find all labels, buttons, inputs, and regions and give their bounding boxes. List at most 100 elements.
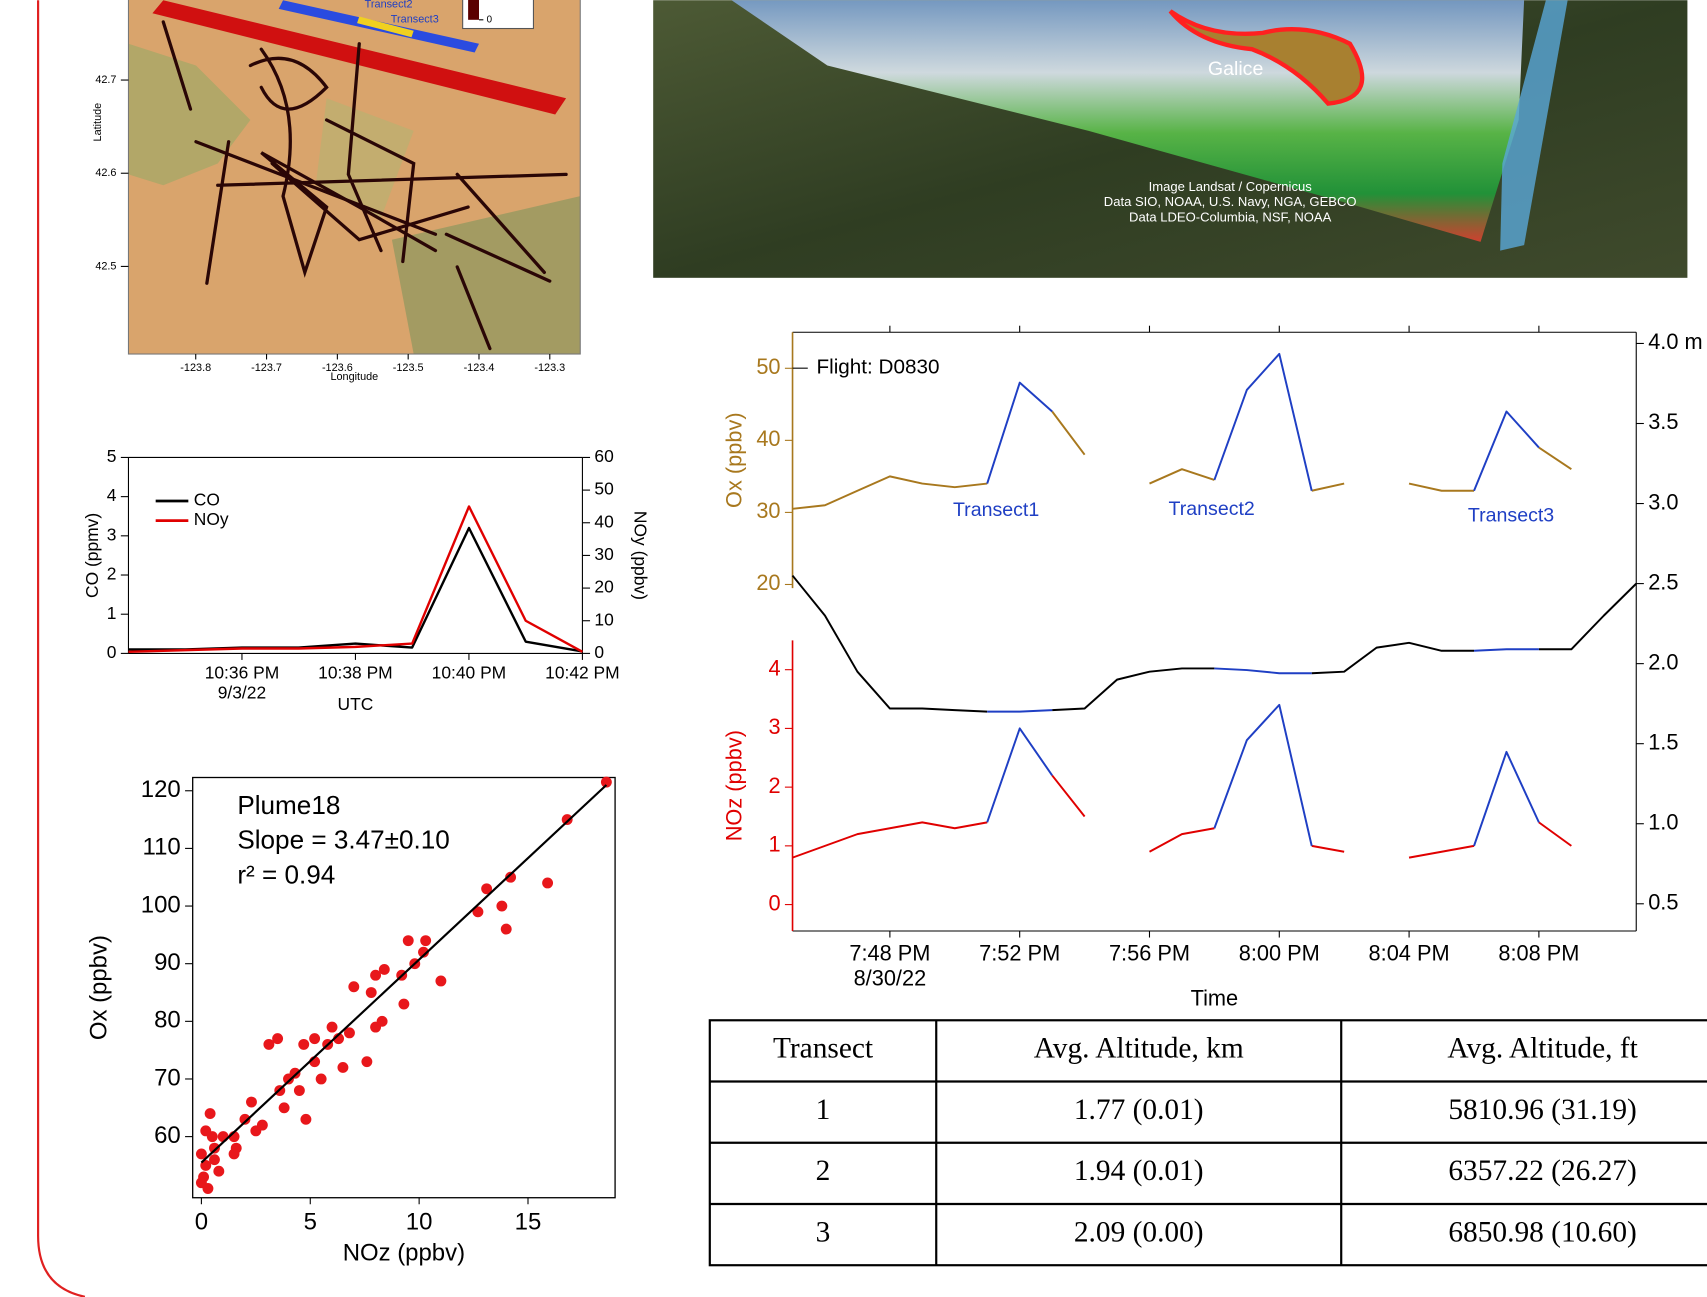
x-tick-label: 8:04 PM bbox=[1369, 941, 1450, 966]
x-axis-label: NOz (ppbv) bbox=[343, 1240, 465, 1267]
x-tick-label: 7:56 PM bbox=[1109, 941, 1190, 966]
colorbar bbox=[468, 0, 479, 20]
point bbox=[209, 1154, 220, 1165]
annotation: Transect3 bbox=[391, 14, 439, 26]
annotation: Plume18 bbox=[237, 790, 340, 820]
table-cell: 1.77 (0.01) bbox=[1074, 1094, 1204, 1126]
data-line bbox=[987, 649, 1539, 711]
y-tick-label: 0.5 bbox=[1648, 890, 1678, 915]
point bbox=[379, 964, 390, 975]
point bbox=[279, 1102, 290, 1113]
point bbox=[213, 1166, 224, 1177]
x-tick-label: 5 bbox=[304, 1209, 317, 1236]
y-tick-label: 20 bbox=[756, 570, 780, 595]
point bbox=[200, 1125, 211, 1136]
data-line bbox=[793, 775, 1637, 857]
point bbox=[377, 1016, 388, 1027]
x-tick-label: 10 bbox=[406, 1209, 433, 1236]
y-tick-label: 0 bbox=[594, 642, 604, 662]
point bbox=[366, 987, 377, 998]
colorbar-label: 0 bbox=[487, 14, 493, 25]
y-tick-label: 60 bbox=[154, 1122, 181, 1149]
y-tick-label: 3.0 bbox=[1648, 489, 1678, 514]
y-tick-label: 30 bbox=[594, 544, 613, 564]
table-cell: 5810.96 (31.19) bbox=[1448, 1094, 1636, 1126]
point bbox=[327, 1022, 338, 1033]
x-tick-label: 0 bbox=[195, 1209, 208, 1236]
page: TransectAvg. Altitude, kmAvg. Altitude, … bbox=[0, 0, 1707, 1297]
photo bbox=[653, 0, 1687, 278]
legend-label: CO bbox=[194, 490, 220, 510]
x-axis-label: Longitude bbox=[330, 371, 378, 383]
y-tick-label: 2.0 bbox=[1648, 649, 1678, 674]
annotation: Transect1 bbox=[953, 499, 1039, 521]
y-tick-label: 4.0 m bbox=[1648, 329, 1702, 354]
y-tick-label: 5 bbox=[107, 446, 117, 466]
table-header: Avg. Altitude, ft bbox=[1447, 1033, 1637, 1065]
x-date-label: 8/30/22 bbox=[854, 966, 927, 991]
point bbox=[348, 981, 359, 992]
x-tick-label: -123.5 bbox=[393, 362, 424, 374]
y-axis-label: Ox (ppbv) bbox=[722, 412, 747, 508]
y-tick-label: 1 bbox=[768, 832, 780, 857]
y-tick-label: 3 bbox=[768, 714, 780, 739]
place-label: Galice bbox=[1208, 58, 1264, 80]
point bbox=[542, 878, 553, 889]
table-header: Avg. Altitude, km bbox=[1034, 1033, 1244, 1065]
x-tick-label: -123.8 bbox=[180, 362, 211, 374]
x-tick-label: 10:36 PM bbox=[205, 662, 280, 682]
y-tick-label: 1.0 bbox=[1648, 809, 1678, 834]
x-tick-label: 7:52 PM bbox=[979, 941, 1060, 966]
point bbox=[337, 1062, 348, 1073]
y-tick-label: 100 bbox=[141, 891, 181, 918]
point bbox=[202, 1183, 213, 1194]
point bbox=[300, 1114, 311, 1125]
table-cell: 6850.98 (10.60) bbox=[1448, 1216, 1636, 1248]
x-tick-label: -123.4 bbox=[464, 362, 495, 374]
x-tick-label: 8:08 PM bbox=[1498, 941, 1579, 966]
y-tick-label: 30 bbox=[756, 498, 780, 523]
y-axis-label: NOz (ppbv) bbox=[722, 730, 747, 841]
y-axis-label: Ox (ppbv) bbox=[85, 935, 112, 1040]
point bbox=[361, 1056, 372, 1067]
point bbox=[272, 1033, 283, 1044]
x-tick-label: -123.3 bbox=[534, 362, 565, 374]
x-tick-label: 15 bbox=[515, 1209, 542, 1236]
data-line bbox=[793, 412, 1637, 509]
y-tick-label: 40 bbox=[756, 426, 780, 451]
point bbox=[403, 935, 414, 946]
y-tick-label: 2 bbox=[768, 773, 780, 798]
x-tick-label: 10:40 PM bbox=[432, 662, 507, 682]
point bbox=[218, 1131, 229, 1142]
x-tick-label: 10:38 PM bbox=[318, 662, 393, 682]
data-line bbox=[987, 705, 1539, 846]
y-tick-label: 1 bbox=[107, 603, 117, 623]
y-tick-label: 50 bbox=[756, 354, 780, 379]
y-tick-label: 60 bbox=[594, 446, 613, 466]
y-tick-label: 2 bbox=[107, 564, 117, 584]
y-tick-label: 42.6 bbox=[95, 167, 116, 179]
table-cell: 6357.22 (26.27) bbox=[1448, 1155, 1636, 1187]
y-tick-label: 3 bbox=[107, 524, 117, 544]
y-axis-label: Latitude bbox=[92, 103, 104, 142]
y-tick-label: 4 bbox=[768, 655, 780, 680]
y-axis-label: CO (ppmv) bbox=[82, 513, 102, 598]
point bbox=[205, 1108, 216, 1119]
point bbox=[316, 1074, 327, 1085]
table-cell: 1.94 (0.01) bbox=[1074, 1155, 1204, 1187]
y-tick-label: 3.5 bbox=[1648, 409, 1678, 434]
credit: Data LDEO-Columbia, NSF, NOAA bbox=[1129, 209, 1332, 224]
table-cell: 2 bbox=[816, 1155, 831, 1187]
y-tick-label: 42.5 bbox=[95, 260, 116, 272]
point bbox=[501, 924, 512, 935]
point bbox=[435, 976, 446, 987]
data-line bbox=[793, 576, 1637, 712]
point bbox=[398, 999, 409, 1010]
y-tick-label: 42.7 bbox=[95, 74, 116, 86]
x-axis-label: Time bbox=[1191, 985, 1239, 1010]
x-date-label: 9/3/22 bbox=[218, 682, 266, 702]
y-tick-label: 0 bbox=[768, 890, 780, 915]
x-axis-label: UTC bbox=[338, 694, 374, 714]
y-tick-label: 70 bbox=[154, 1064, 181, 1091]
border-curve bbox=[38, 0, 85, 1297]
